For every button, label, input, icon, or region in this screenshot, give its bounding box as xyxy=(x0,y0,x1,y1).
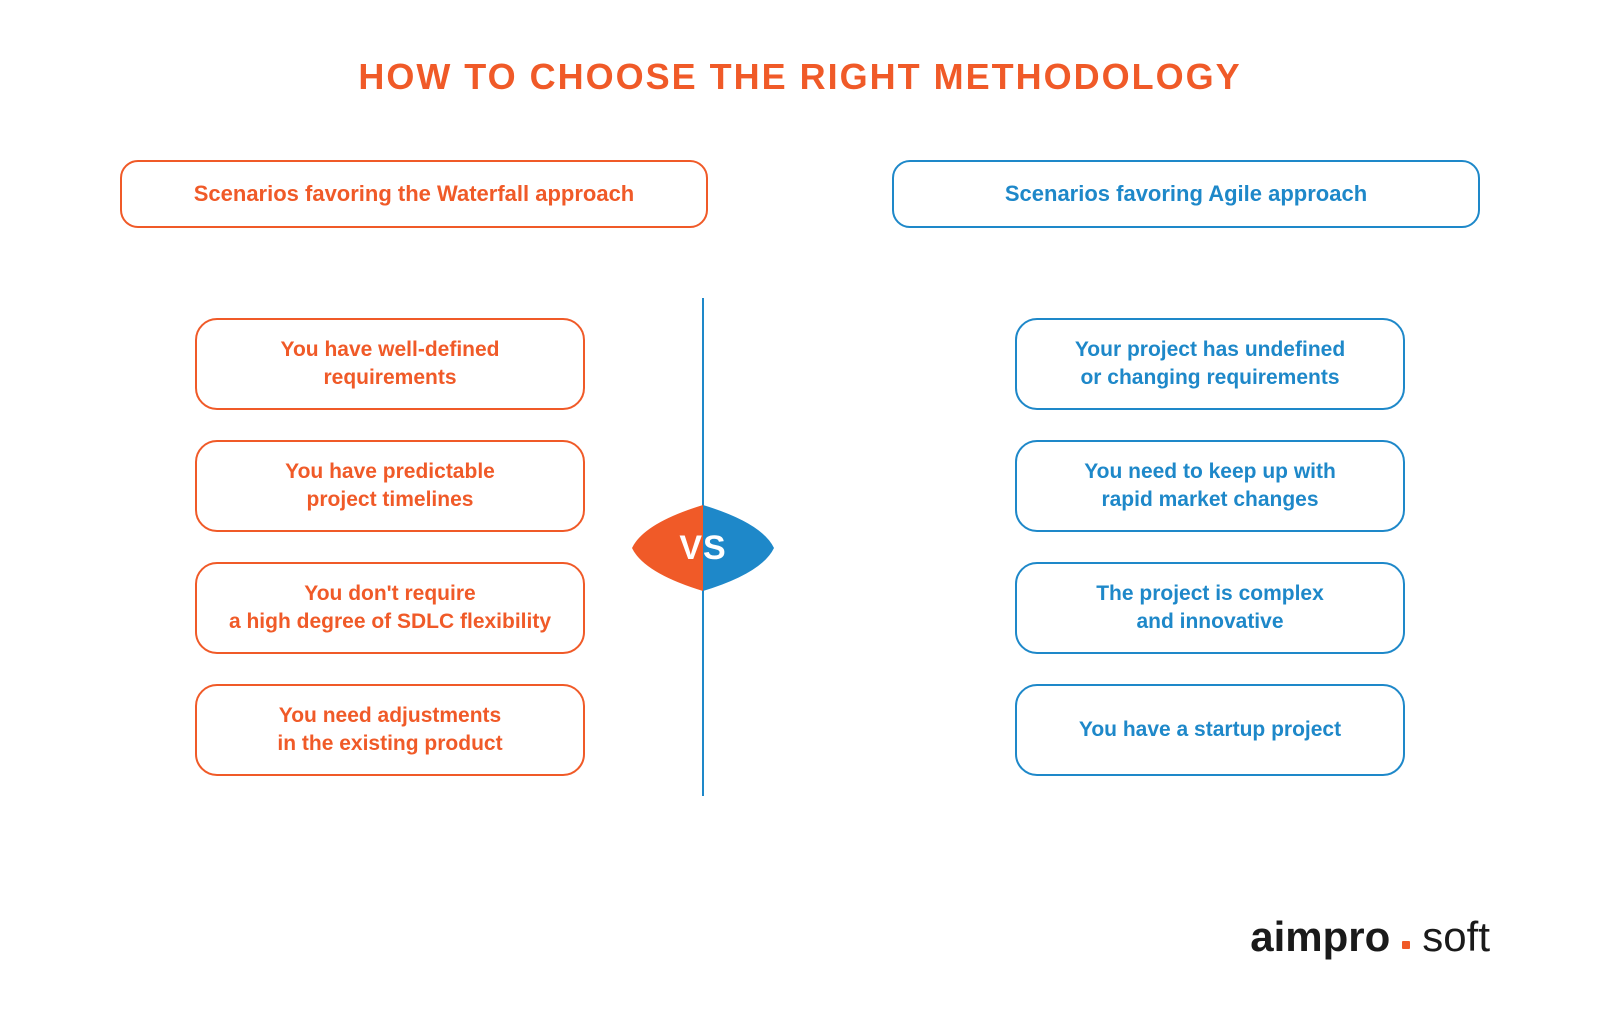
agile-header-label: Scenarios favoring Agile approach xyxy=(1005,181,1367,207)
agile-item-2: The project is complexand innovative xyxy=(1015,562,1405,654)
waterfall-item-1: You have predictableproject timelines xyxy=(195,440,585,532)
page-title: HOW TO CHOOSE THE RIGHT METHODOLOGY xyxy=(0,56,1600,98)
agile-header-box: Scenarios favoring Agile approach xyxy=(892,160,1480,228)
agile-item-0: Your project has undefinedor changing re… xyxy=(1015,318,1405,410)
agile-item-3: You have a startup project xyxy=(1015,684,1405,776)
waterfall-item-0: You have well-definedrequirements xyxy=(195,318,585,410)
logo-part2: soft xyxy=(1422,913,1490,961)
vs-label: VS xyxy=(632,505,774,591)
waterfall-header-label: Scenarios favoring the Waterfall approac… xyxy=(194,181,635,207)
logo-dot-icon xyxy=(1402,941,1410,949)
waterfall-item-3: You need adjustmentsin the existing prod… xyxy=(195,684,585,776)
vs-badge: VS xyxy=(632,505,774,591)
waterfall-item-2: You don't requirea high degree of SDLC f… xyxy=(195,562,585,654)
waterfall-header-box: Scenarios favoring the Waterfall approac… xyxy=(120,160,708,228)
brand-logo: aimpro soft xyxy=(1250,913,1490,961)
logo-part1: aimpro xyxy=(1250,913,1390,961)
agile-item-1: You need to keep up withrapid market cha… xyxy=(1015,440,1405,532)
